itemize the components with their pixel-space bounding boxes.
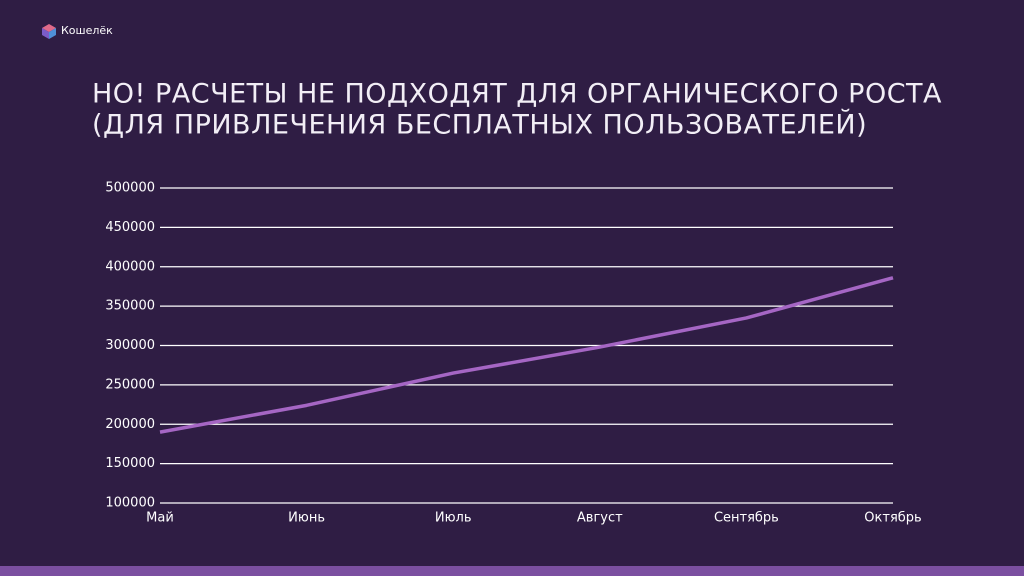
y-tick-label: 350000 <box>105 299 155 314</box>
chart-title: (ДЛЯ ПРИВЛЕЧЕНИЯ БЕСПЛАТНЫХ ПОЛЬЗОВАТЕЛЕ… <box>92 109 867 141</box>
x-tick-label: Май <box>146 511 174 526</box>
logo-icon <box>42 24 56 39</box>
y-tick-label: 200000 <box>105 417 155 432</box>
chart-title: НО! РАСЧЕТЫ НЕ ПОДХОДЯТ ДЛЯ ОРГАНИЧЕСКОГ… <box>92 79 942 110</box>
y-tick-label: 300000 <box>105 338 155 353</box>
data-line <box>159 276 894 434</box>
y-tick-label: 400000 <box>105 259 155 274</box>
x-tick-label: Июнь <box>288 511 325 526</box>
x-tick-label: Октябрь <box>864 511 921 526</box>
x-tick-label: Август <box>577 511 623 526</box>
y-tick-label: 500000 <box>105 181 155 196</box>
y-tick-label: 250000 <box>105 377 155 392</box>
y-tick-label: 100000 <box>105 496 155 511</box>
brand: Кошелёк <box>61 24 113 37</box>
y-tick-label: 450000 <box>105 220 155 235</box>
x-tick-label: Июль <box>435 511 472 526</box>
x-tick-label: Сентябрь <box>714 511 779 526</box>
y-tick-label: 150000 <box>105 456 155 471</box>
footer-bar <box>0 566 1024 576</box>
